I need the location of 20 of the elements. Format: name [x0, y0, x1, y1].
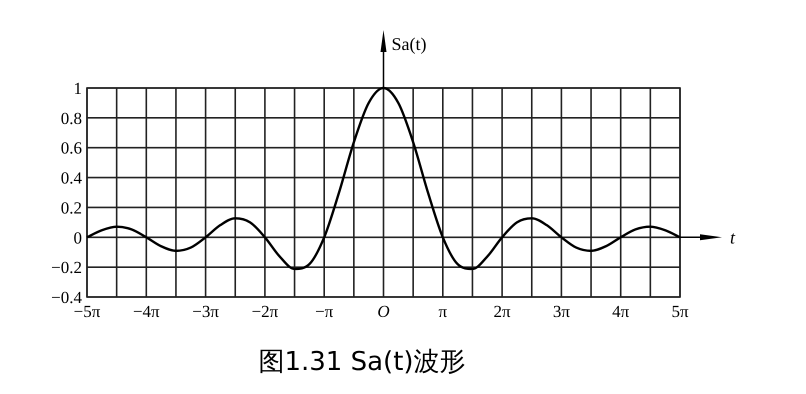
- y-tick-label: 0.8: [60, 108, 82, 128]
- x-tick-label: −2π: [252, 302, 279, 321]
- x-tick-label: O: [377, 302, 390, 321]
- y-tick-label: 1: [74, 79, 82, 98]
- y-tick-label: 0.2: [60, 198, 82, 218]
- x-tick-label: 4π: [612, 302, 630, 321]
- x-tick-label: −π: [315, 302, 334, 321]
- x-tick-label: 2π: [494, 302, 512, 321]
- y-tick-label: −0.2: [51, 258, 82, 278]
- x-tick-label: π: [438, 302, 448, 321]
- x-tick-label: −4π: [132, 302, 160, 321]
- text: 图1.31 Sa(t)波形: [258, 347, 466, 377]
- y-tick-label: 0.6: [60, 138, 82, 158]
- x-axis-title: t: [730, 227, 736, 248]
- x-tick-label: −3π: [192, 302, 220, 321]
- y-axis-title: Sa(t): [392, 34, 426, 54]
- y-tick-label: 0.4: [60, 168, 82, 188]
- x-tick-label: 3π: [552, 302, 570, 321]
- x-tick-label: 5π: [671, 302, 689, 321]
- y-tick-label: 0: [74, 228, 82, 248]
